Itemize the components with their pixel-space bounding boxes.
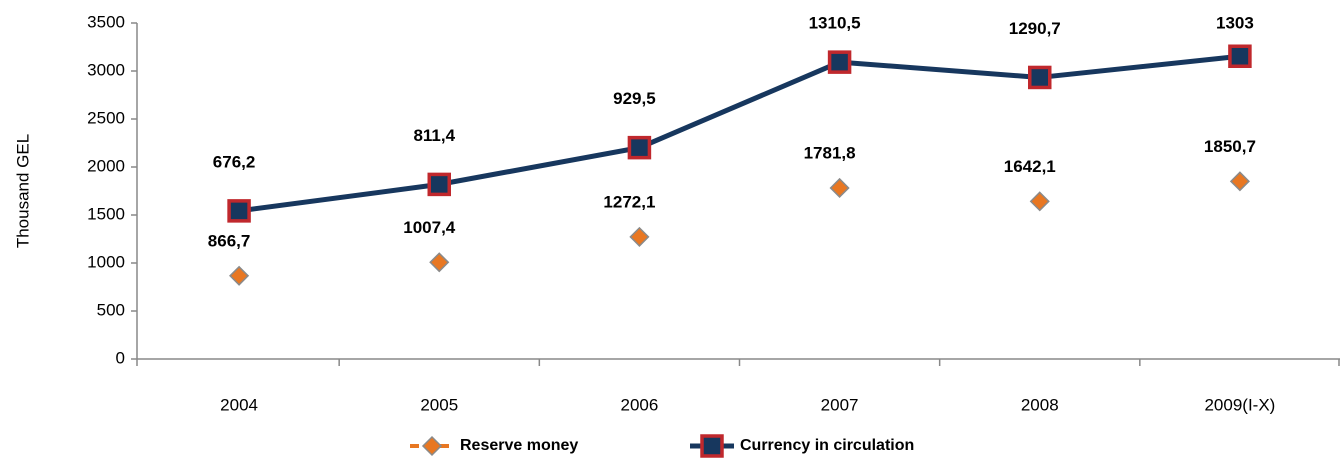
data-label: 1310,5 [809,13,861,32]
y-tick-label: 2000 [87,156,125,175]
data-label: 1781,8 [804,143,856,162]
legend-marker [421,435,443,457]
point [629,226,650,247]
data-label: 1272,1 [603,192,655,211]
x-tick-label: 2005 [420,395,458,414]
point [827,50,852,74]
data-label: 1850,7 [1204,137,1256,156]
x-tick-label: 2004 [220,395,258,414]
x-tick-label: 2009(I-X) [1204,395,1275,414]
legend-label: Reserve money [460,437,578,454]
data-label: 1642,1 [1004,157,1056,176]
data-label: 1303 [1216,13,1254,32]
point [1228,44,1252,68]
data-label: 929,5 [613,89,656,108]
data-label: 811,4 [413,126,455,145]
y-tick-label: 3500 [87,12,125,31]
point [627,135,652,160]
point [229,265,250,286]
legend-label: Currency in circulation [740,437,914,454]
legend-marker [700,434,724,458]
y-tick-label: 0 [116,348,125,367]
y-axis-label: Thousand GEL [13,134,32,248]
y-tick-label: 1500 [87,204,125,223]
y-tick-label: 1000 [87,252,125,271]
point [829,177,850,199]
y-tick-label: 500 [97,300,125,319]
y-tick-label: 2500 [87,108,125,127]
point [227,199,251,223]
point [1028,65,1052,90]
point [1229,171,1250,192]
x-tick-label: 2006 [621,395,659,414]
x-tick-label: 2007 [821,395,859,414]
data-label: 866,7 [208,231,251,250]
point [429,252,450,273]
y-tick-label: 3000 [87,60,125,79]
point [1029,191,1050,212]
data-label: 676,2 [213,152,256,171]
x-tick-label: 2008 [1021,395,1059,414]
point [427,172,451,197]
data-label: 1007,4 [403,218,456,237]
series-line [238,53,1241,214]
data-label: 1290,7 [1009,19,1061,38]
